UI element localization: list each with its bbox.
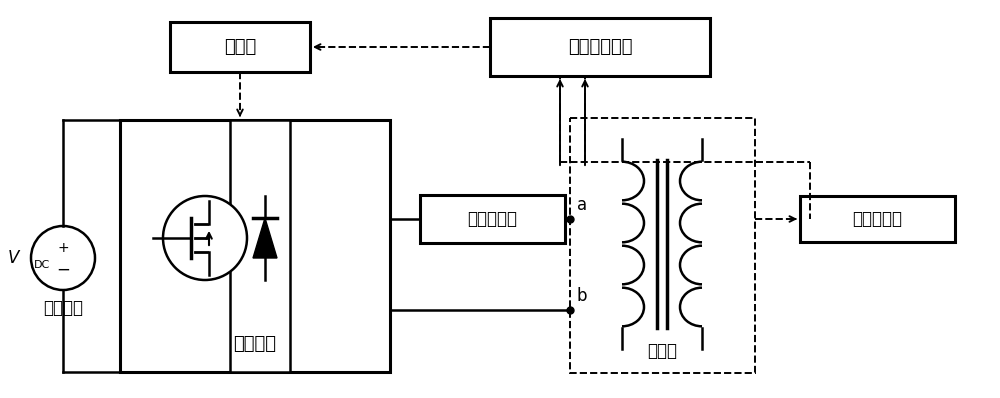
Text: 信号采集装置: 信号采集装置 <box>568 38 632 56</box>
Text: b: b <box>577 287 587 305</box>
Text: 控制器: 控制器 <box>224 38 256 56</box>
Bar <box>120 120 390 372</box>
Bar <box>570 118 755 373</box>
Circle shape <box>163 196 247 280</box>
Text: 直流电源: 直流电源 <box>43 299 83 317</box>
Text: a: a <box>577 196 587 214</box>
Text: 电流互感器: 电流互感器 <box>468 210 518 228</box>
Text: DC: DC <box>34 260 50 270</box>
Circle shape <box>31 226 95 290</box>
Bar <box>420 195 565 243</box>
Bar <box>230 120 290 372</box>
Bar <box>170 22 310 72</box>
Text: 开关电路: 开关电路 <box>234 335 276 353</box>
Text: V: V <box>8 249 19 267</box>
Text: 变压器: 变压器 <box>648 342 678 360</box>
Text: 电压互感器: 电压互感器 <box>852 210 902 228</box>
Bar <box>490 18 710 76</box>
Text: −: − <box>56 261 70 279</box>
Text: +: + <box>57 241 69 255</box>
Polygon shape <box>253 218 277 258</box>
Bar <box>800 196 955 242</box>
